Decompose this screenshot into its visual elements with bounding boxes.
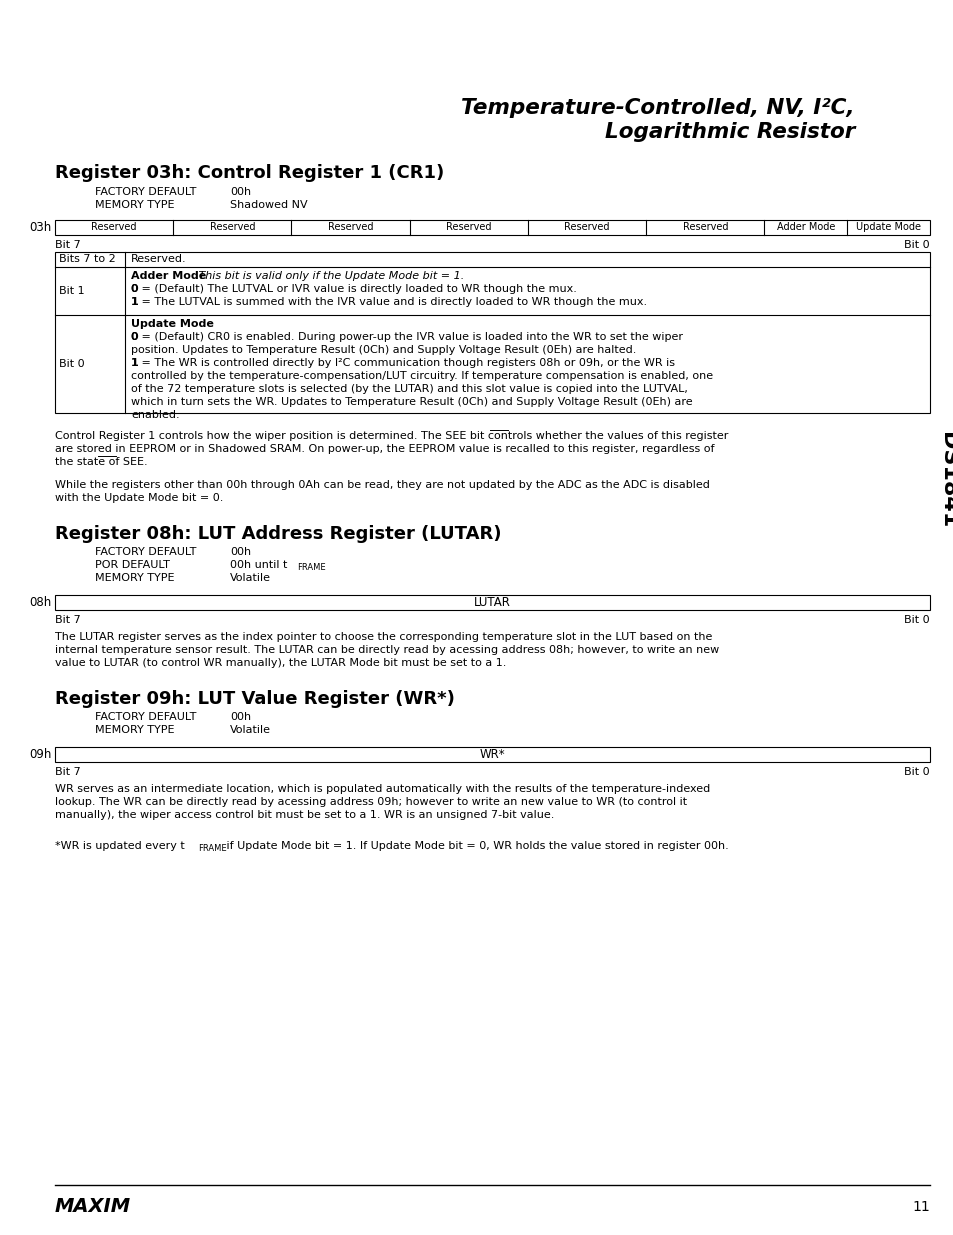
Text: are stored in EEPROM or in Shadowed SRAM. On power-up, the EEPROM value is recal: are stored in EEPROM or in Shadowed SRAM… [55, 445, 714, 454]
Text: 00h: 00h [230, 186, 251, 198]
Text: value to LUTAR (to control WR manually), the LUTAR Mode bit must be set to a 1.: value to LUTAR (to control WR manually),… [55, 658, 506, 668]
Text: The LUTAR register serves as the index pointer to choose the corresponding tempe: The LUTAR register serves as the index p… [55, 632, 712, 642]
Text: Update Mode: Update Mode [131, 319, 213, 329]
Text: MEMORY TYPE: MEMORY TYPE [95, 573, 174, 583]
Text: with the Update Mode bit = 0.: with the Update Mode bit = 0. [55, 493, 223, 503]
Text: internal temperature sensor result. The LUTAR can be directly read by acessing a: internal temperature sensor result. The … [55, 645, 719, 655]
Text: LUTAR: LUTAR [474, 597, 511, 609]
Text: FACTORY DEFAULT: FACTORY DEFAULT [95, 547, 196, 557]
Text: 03h: 03h [30, 221, 52, 233]
Text: Bit 7: Bit 7 [55, 767, 81, 777]
Text: FACTORY DEFAULT: FACTORY DEFAULT [95, 186, 196, 198]
Text: Reserved: Reserved [91, 222, 136, 232]
Text: 00h until t: 00h until t [230, 559, 287, 571]
Text: FACTORY DEFAULT: FACTORY DEFAULT [95, 713, 196, 722]
Text: WR serves as an intermediate location, which is populated automatically with the: WR serves as an intermediate location, w… [55, 784, 709, 794]
Bar [55, 595, 929, 610]
Text: *WR is updated every t: *WR is updated every t [55, 841, 185, 851]
Bar [55, 220, 929, 235]
Text: FRAME: FRAME [198, 844, 227, 853]
Text: 0 = (Default) CR0 is enabled. During power-up the IVR value is loaded into the W: 0 = (Default) CR0 is enabled. During pow… [131, 332, 682, 342]
Text: Reserved: Reserved [210, 222, 254, 232]
Text: Volatile: Volatile [230, 725, 271, 735]
Bar [55, 747, 929, 762]
Text: lookup. The WR can be directly read by acessing address 09h; however to write an: lookup. The WR can be directly read by a… [55, 797, 686, 806]
Text: Register 03h: Control Register 1 (CR1): Register 03h: Control Register 1 (CR1) [55, 164, 444, 182]
Text: Shadowed NV: Shadowed NV [230, 200, 307, 210]
Text: Register 09h: LUT Value Register (WR*): Register 09h: LUT Value Register (WR*) [55, 690, 455, 708]
Text: FRAME: FRAME [296, 563, 325, 573]
Text: This bit is valid only if the Update Mode bit = 1.: This bit is valid only if the Update Mod… [194, 270, 464, 282]
Text: 08h: 08h [30, 597, 52, 609]
Text: MEMORY TYPE: MEMORY TYPE [95, 200, 174, 210]
Text: Reserved: Reserved [564, 222, 609, 232]
Text: 00h: 00h [230, 713, 251, 722]
Text: Logarithmic Resistor: Logarithmic Resistor [604, 122, 854, 142]
Text: Bit 0: Bit 0 [903, 615, 929, 625]
Text: Bit 0: Bit 0 [903, 767, 929, 777]
Text: Reserved: Reserved [446, 222, 491, 232]
Text: 1 = The LUTVAL is summed with the IVR value and is directly loaded to WR though : 1 = The LUTVAL is summed with the IVR va… [131, 296, 646, 308]
Text: 1: 1 [131, 296, 138, 308]
Text: Bit 0: Bit 0 [59, 359, 85, 369]
Text: 1 = The WR is controlled directly by I²C communication though registers 08h or 0: 1 = The WR is controlled directly by I²C… [131, 358, 675, 368]
Bar [55, 252, 929, 412]
Text: position. Updates to Temperature Result (0Ch) and Supply Voltage Result (0Eh) ar: position. Updates to Temperature Result … [131, 345, 636, 354]
Text: if Update Mode bit = 1. If Update Mode bit = 0, WR holds the value stored in reg: if Update Mode bit = 1. If Update Mode b… [223, 841, 728, 851]
Text: Adder Mode: Adder Mode [131, 270, 206, 282]
Text: Control Register 1 controls how the wiper position is determined. The SEE bit co: Control Register 1 controls how the wipe… [55, 431, 727, 441]
Text: manually), the wiper access control bit must be set to a 1. WR is an unsigned 7-: manually), the wiper access control bit … [55, 810, 554, 820]
Text: Bit 0: Bit 0 [903, 240, 929, 249]
Text: WR*: WR* [479, 748, 505, 761]
Text: which in turn sets the WR. Updates to Temperature Result (0Ch) and Supply Voltag: which in turn sets the WR. Updates to Te… [131, 396, 692, 408]
Text: MEMORY TYPE: MEMORY TYPE [95, 725, 174, 735]
Text: controlled by the temperature-compensation/LUT circuitry. If temperature compens: controlled by the temperature-compensati… [131, 370, 713, 382]
Text: POR DEFAULT: POR DEFAULT [95, 559, 170, 571]
Text: 0 = (Default) The LUTVAL or IVR value is directly loaded to WR though the mux.: 0 = (Default) The LUTVAL or IVR value is… [131, 284, 577, 294]
Text: the state of SEE.: the state of SEE. [55, 457, 148, 467]
Text: MAXIM: MAXIM [55, 1198, 131, 1216]
Text: Bit 1: Bit 1 [59, 287, 85, 296]
Text: Bit 7: Bit 7 [55, 615, 81, 625]
Text: 00h: 00h [230, 547, 251, 557]
Text: 1: 1 [131, 358, 138, 368]
Text: 11: 11 [911, 1200, 929, 1214]
Text: Register 08h: LUT Address Register (LUTAR): Register 08h: LUT Address Register (LUTA… [55, 525, 501, 543]
Text: Reserved.: Reserved. [131, 254, 187, 264]
Text: Bit 7: Bit 7 [55, 240, 81, 249]
Text: While the registers other than 00h through 0Ah can be read, they are not updated: While the registers other than 00h throu… [55, 480, 709, 490]
Text: Adder Mode: Adder Mode [776, 222, 834, 232]
Text: Volatile: Volatile [230, 573, 271, 583]
Text: Reserved: Reserved [328, 222, 373, 232]
Text: 09h: 09h [30, 748, 52, 761]
Text: 0: 0 [131, 284, 138, 294]
Text: 0: 0 [131, 332, 138, 342]
Text: Update Mode: Update Mode [855, 222, 921, 232]
Text: DS1841: DS1841 [937, 432, 953, 529]
Text: of the 72 temperature slots is selected (by the LUTAR) and this slot value is co: of the 72 temperature slots is selected … [131, 384, 687, 394]
Text: enabled.: enabled. [131, 410, 179, 420]
Text: Temperature-Controlled, NV, I²C,: Temperature-Controlled, NV, I²C, [461, 98, 854, 119]
Text: Reserved: Reserved [682, 222, 727, 232]
Text: Bits 7 to 2: Bits 7 to 2 [59, 254, 115, 264]
